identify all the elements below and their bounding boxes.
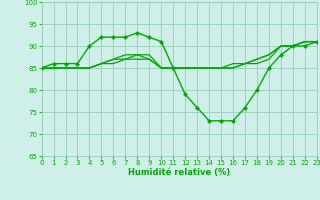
X-axis label: Humidité relative (%): Humidité relative (%) xyxy=(128,168,230,177)
